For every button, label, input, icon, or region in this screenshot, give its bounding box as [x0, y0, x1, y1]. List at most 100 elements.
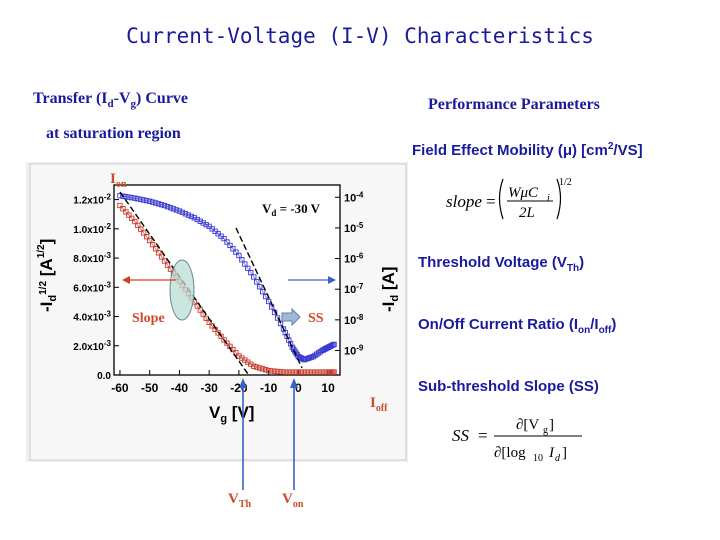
data-point: [330, 342, 336, 348]
data-point: [158, 254, 165, 260]
right-tick-label: 10-7: [344, 282, 364, 296]
slope-exp: 1/2: [559, 177, 572, 188]
ss-num-end: ]: [549, 417, 554, 433]
data-point: [295, 369, 302, 375]
data-point: [215, 330, 221, 336]
data-point: [147, 237, 153, 244]
data-point: [313, 369, 319, 375]
data-point: [203, 222, 209, 228]
data-point: [206, 319, 212, 326]
data-point: [301, 369, 307, 375]
data-point: [194, 216, 200, 223]
slope-den: 2L: [519, 205, 535, 221]
data-point: [135, 196, 141, 202]
data-point: [233, 249, 239, 255]
mobility-parameter: Field Effect Mobility (μ) [cm2/VS]: [412, 141, 643, 159]
data-point: [265, 367, 272, 374]
x-tick-label: -50: [141, 381, 159, 395]
left-tick-label: 8.0x10-3: [73, 251, 111, 265]
data-point: [158, 202, 165, 208]
ss-block-arrow: [281, 307, 301, 327]
data-point: [167, 205, 174, 211]
slope-eq: =: [486, 192, 496, 211]
slope-num-sub: i: [547, 193, 550, 204]
left-tick-label: 1.2x10-2: [73, 193, 111, 207]
data-point: [236, 252, 242, 259]
threshold-voltage-parameter: Threshold Voltage (VTh): [418, 254, 585, 274]
right-axis-arrowhead: [328, 276, 336, 284]
data-point: [126, 212, 132, 218]
ss-num-sub: g: [543, 425, 548, 436]
data-point: [277, 369, 284, 375]
transfer-curve-heading: Transfer (Id-Vg) Curve: [33, 90, 189, 111]
data-point: [263, 367, 269, 373]
i-on-label: Ion: [110, 171, 127, 190]
data-point: [274, 315, 281, 321]
x-axis-title: Vg [V]: [209, 403, 254, 425]
data-point: [120, 206, 126, 212]
data-point: [221, 235, 227, 242]
data-point: [129, 195, 135, 201]
x-tick-label: -60: [111, 381, 129, 395]
data-point: [132, 195, 138, 201]
ss-formula: SS = ∂[V g ] ∂[log 10 I d ]: [452, 417, 582, 464]
slope-lhs: slope: [446, 192, 482, 211]
data-point: [161, 202, 168, 209]
vth-label: VTh: [228, 491, 252, 510]
data-point: [141, 230, 147, 236]
data-point: [251, 363, 257, 369]
data-point: [274, 368, 281, 375]
slope-num: WμC: [508, 185, 539, 201]
slope-left-paren: [498, 178, 504, 220]
saturation-region-heading: at saturation region: [46, 125, 181, 142]
data-point: [268, 368, 275, 374]
data-point: [292, 369, 299, 375]
data-point: [150, 241, 156, 248]
ss-tangent-line: [235, 227, 303, 369]
left-tick-label: 6.0x10-3: [73, 280, 111, 294]
data-point: [188, 213, 194, 220]
von-label: Von: [282, 491, 304, 510]
data-point: [218, 333, 224, 340]
data-point: [200, 220, 206, 226]
data-point: [298, 369, 304, 375]
data-point: [152, 200, 159, 206]
left-y-axis-title: -Id1/2 [A1/2]: [36, 239, 59, 312]
data-point: [227, 242, 233, 249]
performance-parameters-heading: Performance Parameters: [428, 96, 600, 113]
data-point: [307, 369, 313, 375]
ss-den-end: I: [548, 445, 555, 461]
data-point: [164, 203, 171, 210]
ss-label: SS: [308, 311, 324, 326]
right-tick-label: 10-6: [344, 252, 364, 266]
data-point: [280, 369, 287, 375]
data-point: [242, 261, 248, 267]
data-point: [319, 369, 325, 375]
data-point: [251, 274, 257, 280]
von-arrowhead: [290, 378, 298, 388]
data-point: [182, 211, 189, 217]
data-point: [257, 284, 263, 290]
data-point: [310, 369, 316, 375]
data-point: [132, 218, 138, 225]
x-tick-label: -10: [260, 381, 278, 395]
page-title: Current-Voltage (I-V) Characteristics: [126, 24, 594, 48]
data-point: [254, 364, 260, 370]
data-point: [221, 337, 227, 343]
data-point: [129, 215, 135, 221]
data-point: [179, 209, 186, 216]
ss-den: ∂[log: [494, 445, 526, 461]
ss-den-sub2: d: [555, 453, 561, 464]
data-point: [286, 369, 293, 375]
right-tick-label: 10-9: [344, 343, 364, 357]
data-point: [197, 218, 203, 224]
data-point: [331, 341, 337, 348]
slope-right-paren: [556, 178, 562, 220]
data-point: [144, 234, 150, 240]
data-point: [126, 194, 132, 200]
left-tick-label: 1.0x10-2: [73, 222, 111, 236]
data-point: [176, 208, 183, 214]
ss-den-close: ]: [562, 445, 567, 461]
data-point: [117, 202, 123, 209]
data-point: [283, 369, 290, 375]
